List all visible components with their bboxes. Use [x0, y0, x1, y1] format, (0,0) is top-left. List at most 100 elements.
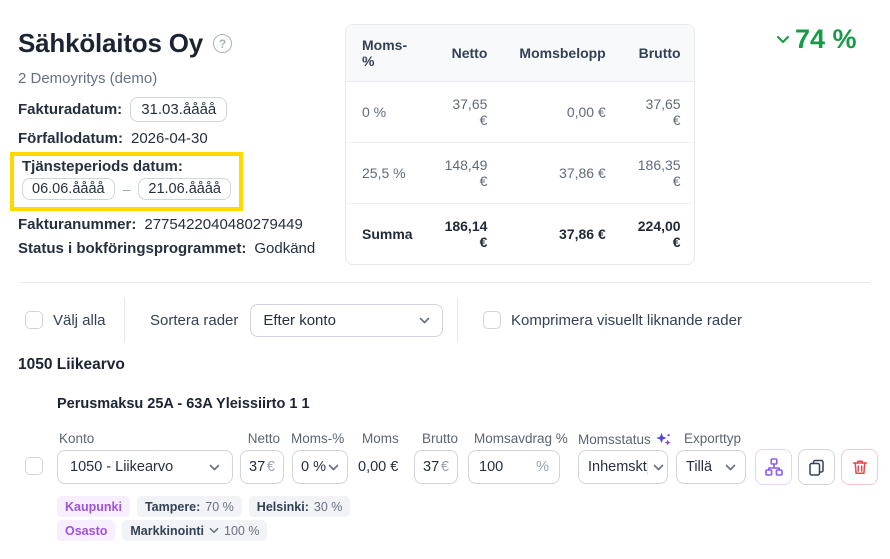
netto-input[interactable]: 37 € [240, 450, 284, 484]
service-period-start-input[interactable]: 06.06.åååå [22, 178, 115, 200]
dimension-value-tag[interactable]: Helsinki: 30 % [248, 496, 351, 517]
currency-suffix: € [266, 459, 275, 475]
due-date-row: Förfallodatum: 2026-04-30 [18, 130, 208, 147]
vat-summary-row: Summa 186,14 € 37,86 € 224,00 € [346, 204, 694, 265]
sort-select-value: Efter konto [263, 311, 336, 329]
vat-summary-table: Moms-% Netto Momsbelopp Brutto 0 % 37,65… [345, 24, 695, 265]
help-icon[interactable]: ? [213, 34, 233, 53]
moms-pct-column-label: Moms-% [291, 431, 345, 446]
chevron-down-icon [725, 464, 736, 471]
vat-summary-cell: 186,14 € [444, 218, 488, 250]
vat-cell: 0,00 € [503, 81, 622, 143]
vat-col-brutto: Brutto [621, 25, 694, 82]
date-range-separator: – [122, 181, 131, 197]
page-title: Sähkölaitos Oy [18, 28, 204, 58]
vat-table-row: 25,5 % 148,49 € 37,86 € 186,35 € [346, 142, 694, 204]
brutto-input[interactable]: 37 € [414, 450, 458, 484]
confidence-value: 74 % [795, 24, 857, 54]
sort-select[interactable]: Efter konto [250, 303, 444, 337]
tag-percent: 70 % [205, 499, 234, 514]
select-all-group: Välj alla [25, 303, 106, 337]
page-header: Sähkölaitos Oy ? [18, 28, 233, 59]
chevron-down-icon [653, 464, 664, 471]
vat-summary-cell: 224,00 € [637, 218, 681, 250]
momsavdrag-column-label: Momsavdrag % [474, 431, 568, 446]
dimension-tag-row: Osasto Markkinointi 100 % [57, 520, 268, 541]
dimension-category-tag[interactable]: Osasto [57, 520, 116, 541]
sort-group: Sortera rader Efter konto [150, 303, 444, 337]
invoice-number-row: Fakturanummer: 2775422040480279449 [18, 216, 303, 233]
vat-col-moms: Moms-% [346, 25, 429, 82]
compress-group: Komprimera visuellt liknande rader [483, 303, 742, 337]
momsstatus-select-controls [646, 459, 664, 475]
exporttyp-select[interactable]: Tillä [676, 450, 746, 484]
tag-name: Tampere: [144, 499, 201, 514]
status-value: Godkänd [254, 240, 316, 257]
vat-cell: 37,65 € [428, 81, 504, 143]
exporttyp-column-label: Exporttyp [684, 431, 742, 446]
vat-cell: 37,86 € [503, 142, 622, 204]
momsstatus-select[interactable]: Inhemskt [578, 450, 668, 484]
vat-table-header-row: Moms-% Netto Momsbelopp Brutto [346, 25, 694, 82]
chevron-down-icon [328, 464, 339, 471]
vertical-divider [124, 298, 125, 342]
netto-input-value: 37 [249, 459, 266, 475]
ai-sparkles-icon [655, 431, 672, 448]
due-date-label: Förfallodatum: [18, 130, 123, 147]
momsstatus-column-label-wrap: Momsstatus [578, 431, 672, 448]
moms-column-label: Moms [362, 431, 399, 446]
vat-cell: 0 % [346, 81, 429, 143]
momsavdrag-input[interactable]: 100 % [468, 450, 560, 484]
copy-icon [807, 458, 826, 477]
vertical-divider [457, 298, 458, 342]
invoice-date-row: Fakturadatum: 31.03.åååå [18, 97, 228, 122]
select-all-label: Välj alla [53, 311, 106, 329]
dimension-value-tag[interactable]: Tampere: 70 % [136, 496, 242, 517]
compress-rows-label: Komprimera visuellt liknande rader [511, 311, 742, 329]
sort-rows-label: Sortera rader [150, 311, 239, 329]
invoice-date-label: Fakturadatum: [18, 101, 123, 118]
split-row-button[interactable] [755, 449, 792, 485]
brutto-column-label: Brutto [421, 431, 458, 446]
row-checkbox[interactable] [25, 457, 43, 475]
compress-rows-checkbox[interactable] [483, 311, 501, 329]
momsstatus-column-label: Momsstatus [578, 432, 651, 447]
moms-amount-value: 0,00 € [358, 459, 399, 475]
invoice-number-label: Fakturanummer: [18, 216, 137, 233]
chevron-down-icon [209, 464, 220, 471]
konto-select[interactable]: 1050 - Liikearvo [57, 450, 233, 484]
tag-percent: 100 % [224, 523, 260, 538]
status-label: Status i bokföringsprogrammet: [18, 240, 247, 257]
vertical-divider [646, 459, 648, 475]
invoice-number-value: 2775422040480279449 [144, 216, 303, 233]
sitemap-icon [764, 457, 784, 477]
confidence-indicator[interactable]: 74 % [776, 24, 857, 55]
select-all-checkbox[interactable] [25, 311, 43, 329]
dimension-tag-row: Kaupunki Tampere: 70 % Helsinki: 30 % [57, 496, 351, 517]
tag-name: Helsinki: [256, 499, 309, 514]
service-period-end-input[interactable]: 21.06.åååå [138, 178, 231, 200]
exporttyp-select-value: Tillä [686, 459, 713, 475]
line-item-title: Perusmaksu 25A - 63A Yleissiirto 1 1 [57, 396, 310, 412]
vat-cell: 148,49 € [428, 142, 504, 204]
chevron-down-icon [419, 317, 430, 324]
status-row: Status i bokföringsprogrammet: Godkänd [18, 240, 315, 257]
service-period-dates: 06.06.åååå – 21.06.åååå [22, 178, 231, 200]
duplicate-row-button[interactable] [798, 449, 835, 485]
moms-pct-select[interactable]: 0 % [292, 450, 348, 484]
konto-select-value: 1050 - Liikearvo [70, 459, 174, 475]
dimension-category-tag[interactable]: Kaupunki [57, 496, 130, 517]
chevron-down-icon [209, 527, 219, 534]
service-period-highlight-box: Tjänsteperiods datum: 06.06.åååå – 21.06… [10, 152, 243, 211]
account-group-title: 1050 Liikearvo [18, 356, 125, 373]
invoice-date-input[interactable]: 31.03.åååå [130, 97, 228, 122]
percent-suffix: % [536, 459, 549, 475]
trash-icon [851, 458, 869, 476]
momsavdrag-input-value: 100 [479, 459, 504, 475]
vat-summary-cell: Summa [362, 226, 413, 242]
dimension-value-tag[interactable]: Markkinointi 100 % [122, 520, 268, 541]
section-divider [20, 282, 870, 283]
delete-row-button[interactable] [841, 449, 878, 485]
vat-col-netto: Netto [428, 25, 504, 82]
